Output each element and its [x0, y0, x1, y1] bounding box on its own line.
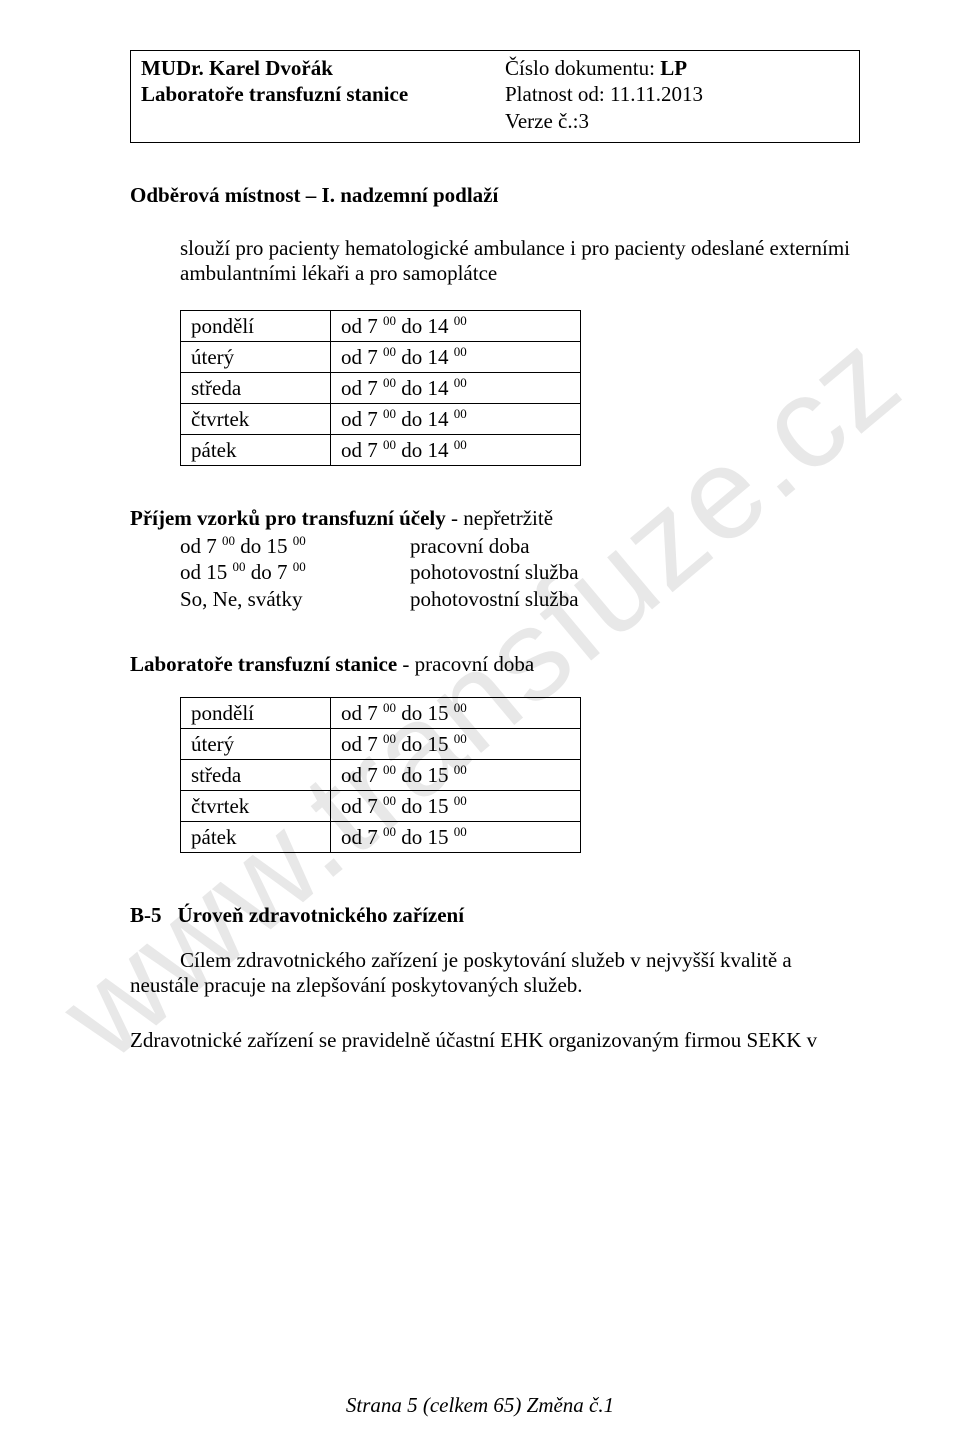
- table-row: pondělíod 7 00 do 14 00: [181, 311, 581, 342]
- day-cell: pátek: [181, 435, 331, 466]
- section1-title: Odběrová místnost – I. nadzemní podlaží: [130, 183, 860, 208]
- table-row: čtvrtekod 7 00 do 14 00: [181, 404, 581, 435]
- list-time: od 7 00 do 15 00: [180, 533, 410, 559]
- section2-list: od 7 00 do 15 00pracovní dobaod 15 00 do…: [180, 533, 860, 612]
- section3-title: Laboratoře transfuzní stanice: [130, 652, 402, 676]
- time-cell: od 7 00 do 15 00: [331, 759, 581, 790]
- day-cell: úterý: [181, 728, 331, 759]
- table-row: pátekod 7 00 do 14 00: [181, 435, 581, 466]
- schedule-table-1: pondělíod 7 00 do 14 00úterýod 7 00 do 1…: [180, 310, 581, 466]
- time-cell: od 7 00 do 14 00: [331, 311, 581, 342]
- document-header: MUDr. Karel Dvořák Laboratoře transfuzní…: [130, 50, 860, 143]
- header-author-name: Karel Dvořák: [209, 56, 333, 80]
- table-row: pátekod 7 00 do 15 00: [181, 821, 581, 852]
- list-time: So, Ne, svátky: [180, 586, 410, 612]
- table-row: úterýod 7 00 do 14 00: [181, 342, 581, 373]
- day-cell: pátek: [181, 821, 331, 852]
- list-desc: pracovní doba: [410, 533, 530, 559]
- section3-title-suffix: - pracovní doba: [402, 652, 534, 676]
- section4-code: B-5: [130, 903, 162, 928]
- table-row: čtvrtekod 7 00 do 15 00: [181, 790, 581, 821]
- time-cell: od 7 00 do 15 00: [331, 728, 581, 759]
- day-cell: středa: [181, 373, 331, 404]
- list-desc: pohotovostní služba: [410, 559, 579, 585]
- table-row: pondělíod 7 00 do 15 00: [181, 697, 581, 728]
- header-author-prefix: MUDr.: [141, 56, 209, 80]
- page-footer: Strana 5 (celkem 65) Změna č.1: [0, 1393, 960, 1418]
- header-valid-from: Platnost od: 11.11.2013: [505, 81, 849, 107]
- day-cell: středa: [181, 759, 331, 790]
- time-cell: od 7 00 do 15 00: [331, 790, 581, 821]
- table-row: úterýod 7 00 do 15 00: [181, 728, 581, 759]
- day-cell: čtvrtek: [181, 404, 331, 435]
- list-item: od 7 00 do 15 00pracovní doba: [180, 533, 860, 559]
- section2-title-suffix: - nepřetržitě: [446, 506, 553, 530]
- time-cell: od 7 00 do 15 00: [331, 697, 581, 728]
- list-item: od 15 00 do 7 00pohotovostní služba: [180, 559, 860, 585]
- day-cell: čtvrtek: [181, 790, 331, 821]
- time-cell: od 7 00 do 14 00: [331, 435, 581, 466]
- day-cell: pondělí: [181, 697, 331, 728]
- schedule-table-2: pondělíod 7 00 do 15 00úterýod 7 00 do 1…: [180, 697, 581, 853]
- header-version: Verze č.:3: [505, 108, 849, 134]
- time-cell: od 7 00 do 14 00: [331, 342, 581, 373]
- section2-title: Příjem vzorků pro transfuzní účely: [130, 506, 446, 530]
- day-cell: úterý: [181, 342, 331, 373]
- list-time: od 15 00 do 7 00: [180, 559, 410, 585]
- table-row: středaod 7 00 do 14 00: [181, 373, 581, 404]
- time-cell: od 7 00 do 14 00: [331, 373, 581, 404]
- header-department: Laboratoře transfuzní stanice: [141, 81, 485, 107]
- table-row: středaod 7 00 do 15 00: [181, 759, 581, 790]
- section4-title: Úroveň zdravotnického zařízení: [178, 903, 465, 928]
- time-cell: od 7 00 do 14 00: [331, 404, 581, 435]
- day-cell: pondělí: [181, 311, 331, 342]
- section4-para2: Zdravotnické zařízení se pravidelně účas…: [130, 1028, 860, 1053]
- section4-para1: Cílem zdravotnického zařízení je poskyto…: [130, 948, 860, 998]
- list-item: So, Ne, svátkypohotovostní služba: [180, 586, 860, 612]
- section1-intro: slouží pro pacienty hematologické ambula…: [180, 236, 860, 286]
- header-docnum-label: Číslo dokumentu:: [505, 56, 660, 80]
- header-docnum-value: LP: [660, 56, 687, 80]
- list-desc: pohotovostní služba: [410, 586, 579, 612]
- time-cell: od 7 00 do 15 00: [331, 821, 581, 852]
